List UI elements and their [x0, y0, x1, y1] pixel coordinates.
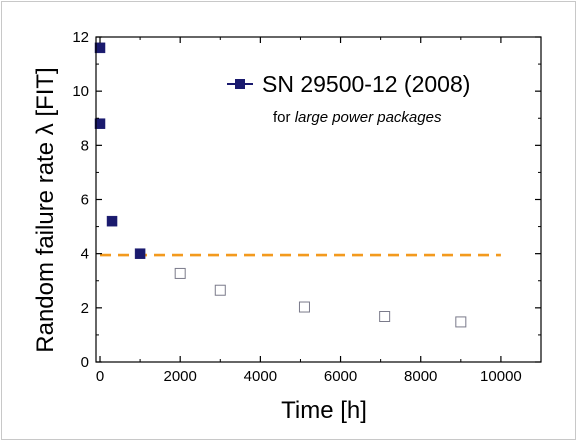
legend-label: SN 29500-12 (2008) — [262, 71, 470, 97]
y-axis-title: Random failure rate λ [FIT] — [32, 67, 59, 352]
y-tick-label: 6 — [81, 192, 89, 209]
x-tick-label: 2000 — [164, 368, 197, 385]
x-tick-label: 0 — [96, 368, 104, 385]
data-point-open — [214, 284, 226, 296]
data-point-open — [455, 316, 467, 328]
data-point-open — [379, 311, 391, 322]
data-point-filled — [106, 215, 118, 227]
y-tick-label: 4 — [81, 246, 89, 263]
x-tick-label: 8000 — [404, 368, 437, 385]
annotation-emphasis: large power packages — [295, 109, 442, 126]
data-point-open — [174, 267, 186, 279]
data-point-filled — [134, 248, 146, 259]
legend-marker — [235, 79, 245, 89]
legend: SN 29500-12 (2008) for large power packa… — [227, 71, 470, 126]
data-point-open — [298, 301, 310, 313]
y-tick-label: 2 — [81, 300, 89, 317]
annotation-text: for large power packages — [273, 109, 442, 126]
y-tick-label: 0 — [81, 354, 89, 371]
y-tick-label: 12 — [72, 29, 89, 46]
y-tick-label: 8 — [81, 137, 89, 154]
y-tick-label: 10 — [72, 83, 89, 100]
x-tick-label: 10000 — [480, 368, 522, 385]
data-point-filled — [94, 118, 106, 129]
annotation-prefix: for — [273, 109, 295, 126]
x-tick-label: 6000 — [324, 368, 357, 385]
x-axis-title: Time [h] — [281, 397, 367, 424]
x-tick-label: 4000 — [244, 368, 277, 385]
